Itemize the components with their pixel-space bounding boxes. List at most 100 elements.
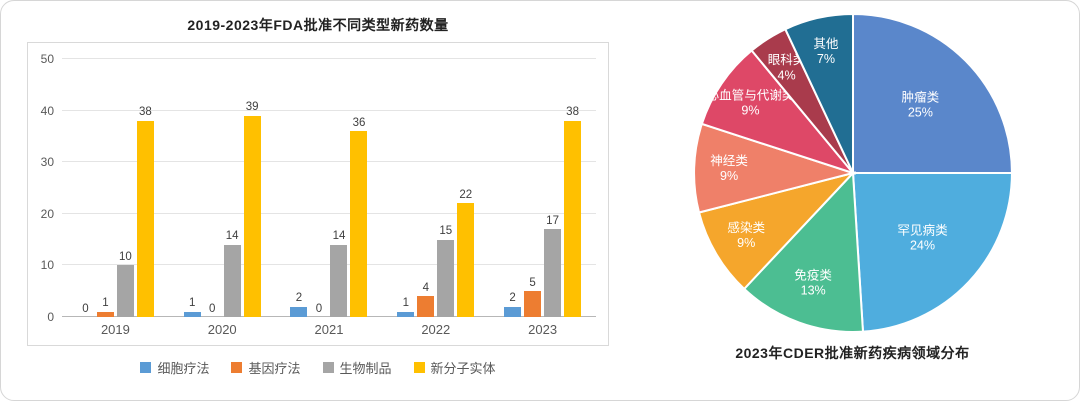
pie-chart: 肿瘤类 25% 罕见病类 24% 免疫类 13% 感染类 9% 神经类 9% 心血管与代谢类 9% 眼科… (692, 13, 1013, 333)
bar-holder: 5 (524, 59, 542, 317)
x-axis-categories: 2019 2020 2021 2022 2023 (62, 322, 596, 337)
bar-新分子实体-2021 (350, 131, 368, 317)
bar-生物制品-2021 (330, 244, 348, 317)
bar-chart-legend: 细胞疗法 基因疗法 生物制品 新分子实体 (27, 358, 609, 377)
bar-group-2023: 2 5 17 38 (489, 59, 596, 317)
legend-label: 基因疗法 (248, 361, 301, 376)
bar-value-label: 0 (82, 302, 89, 315)
y-tick-40: 40 (40, 103, 54, 118)
pie-slice-label-免疫类: 免疫类 13% (794, 268, 832, 298)
bar-细胞疗法-2021 (290, 306, 308, 317)
bar-value-label: 1 (102, 297, 109, 310)
y-tick-50: 50 (40, 52, 54, 66)
legend-item-新分子实体: 新分子实体 (413, 358, 496, 377)
bar-holder: 2 (290, 59, 308, 317)
bar-holder: 38 (564, 59, 582, 317)
gridline-20 (62, 212, 596, 214)
y-tick-10: 10 (40, 258, 54, 273)
x-axis-labels: 2019 2020 2021 2022 2023 (34, 317, 596, 341)
bar-holder: 14 (330, 59, 348, 317)
bar-生物制品-2019 (116, 265, 134, 317)
y-tick-20: 20 (40, 206, 54, 221)
pie-slice-label-其他: 其他 7% (813, 37, 839, 66)
bar-holder: 1 (397, 59, 415, 317)
bar-holder: 17 (544, 59, 562, 317)
legend-swatch-icon (231, 362, 243, 373)
y-tick-30: 30 (40, 155, 54, 170)
bar-chart-title: 2019-2023年FDA批准不同类型新药数量 (187, 17, 449, 33)
bar-holder: 4 (417, 59, 435, 317)
pie-slice-label-眼科类: 眼科类 4% (767, 53, 805, 82)
legend-label: 生物制品 (339, 361, 392, 376)
legend-label: 新分子实体 (430, 361, 496, 376)
bar-value-label: 14 (225, 230, 239, 243)
gridline-30 (62, 161, 596, 163)
pie-slice-label-罕见病类: 罕见病类 24% (897, 223, 948, 252)
x-tick-2020: 2020 (207, 322, 237, 337)
x-tick-2021: 2021 (314, 322, 344, 337)
bar-生物制品-2020 (223, 244, 241, 317)
bar-细胞疗法-2020 (183, 311, 201, 317)
bar-series-container: 0 1 10 38 1 0 14 39 2 0 14 36 1 4 15 22 2 5 17 38 (62, 59, 596, 317)
pie-slice-心血管与代谢类 (700, 49, 856, 176)
plot-area: 0 1 10 38 1 0 14 39 2 0 14 36 1 4 15 22 2 5 17 38 (62, 58, 596, 317)
gridline-50 (62, 58, 596, 59)
bar-holder: 38 (136, 59, 154, 317)
bar-基因疗法-2022 (417, 296, 435, 317)
bar-value-label: 0 (208, 302, 216, 315)
bar-新分子实体-2022 (457, 203, 475, 317)
bar-生物制品-2023 (544, 229, 562, 317)
bar-新分子实体-2020 (243, 115, 261, 317)
pie-slice-label-感染类: 感染类 9% (727, 220, 765, 250)
y-axis: 0 10 20 30 40 50 (34, 53, 62, 323)
legend-swatch-icon (413, 362, 425, 373)
bar-value-label: 38 (566, 106, 579, 119)
bar-新分子实体-2023 (564, 120, 582, 317)
legend-swatch-icon (322, 362, 334, 373)
bar-group-2020: 1 0 14 39 (169, 59, 276, 317)
bar-细胞疗法-2022 (397, 311, 415, 317)
legend-item-基因疗法: 基因疗法 (231, 358, 301, 377)
bar-holder: 22 (457, 59, 475, 317)
bar-value-label: 2 (509, 292, 516, 305)
pie-slice-神经类 (692, 122, 857, 214)
pie-chart-panel: 肿瘤类 25% 罕见病类 24% 免疫类 13% 感染类 9% 神经类 9% 心血管与代谢类 9% 眼科… (626, 1, 1079, 400)
pie-slice-肿瘤类 (851, 13, 1013, 175)
bar-value-label: 10 (118, 250, 132, 263)
bar-value-label: 38 (138, 106, 152, 119)
bar-holder: 39 (243, 59, 261, 317)
bar-value-label: 2 (295, 292, 303, 305)
bar-holder: 36 (350, 59, 368, 317)
bar-holder: 14 (223, 59, 241, 317)
bar-value-label: 14 (332, 230, 346, 243)
legend-item-细胞疗法: 细胞疗法 (140, 358, 209, 377)
pie-slice-罕见病类 (851, 171, 1013, 333)
x-tick-2022: 2022 (421, 322, 451, 337)
bar-value-label: 1 (188, 297, 196, 310)
bar-细胞疗法-2023 (504, 306, 522, 317)
bar-holder: 0 (310, 59, 327, 317)
bar-value-label: 4 (422, 281, 429, 294)
pie-chart-title: 2023年CDER批准新药疾病领域分布 (735, 345, 970, 361)
legend-item-生物制品: 生物制品 (322, 358, 392, 377)
bar-value-label: 15 (439, 225, 453, 238)
bar-group-2022: 1 4 15 22 (382, 59, 489, 317)
bar-value-label: 36 (352, 116, 366, 129)
pie-slice-感染类 (697, 171, 856, 291)
pie-slice-免疫类 (742, 170, 864, 333)
pie-slice-其他 (783, 13, 854, 174)
bar-value-label: 39 (245, 101, 259, 114)
gridline-10 (62, 264, 596, 266)
bar-生物制品-2022 (437, 239, 455, 317)
bar-基因疗法-2019 (96, 311, 114, 317)
bar-holder: 2 (504, 59, 522, 317)
bar-value-label: 5 (529, 276, 536, 289)
bar-holder: 0 (204, 59, 221, 317)
x-tick-2023: 2023 (528, 322, 558, 337)
legend-swatch-icon (140, 362, 152, 373)
bar-chart-area: 0 10 20 30 40 50 0 1 10 38 1 0 14 39 2 0 14 36 1 4 15 22 2 5 17… (27, 42, 609, 346)
plot-wrap: 0 10 20 30 40 50 0 1 10 38 1 0 14 39 2 0 14 36 1 4 15 22 2 5 17… (34, 53, 596, 323)
bar-holder: 1 (96, 59, 114, 317)
pie-slice-label-神经类: 神经类 9% (710, 154, 748, 183)
